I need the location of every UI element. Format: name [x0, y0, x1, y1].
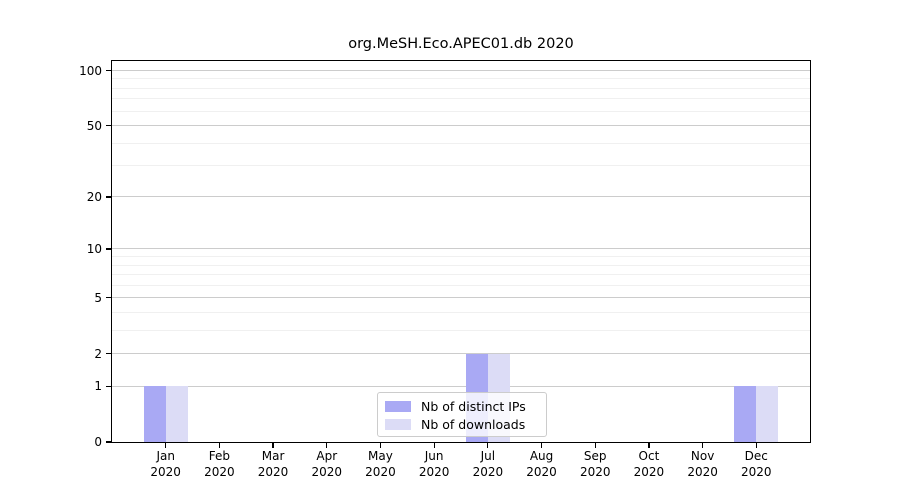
x-tick [755, 443, 757, 448]
x-tick-label: Mar 2020 [243, 449, 303, 480]
bar-distinct-ips-dec [734, 386, 757, 442]
x-tick-label: Feb 2020 [189, 449, 249, 480]
gridline-minor [112, 110, 810, 112]
y-tick [106, 69, 112, 72]
x-tick [326, 443, 328, 448]
gridline-minor [112, 98, 810, 100]
y-tick [106, 352, 112, 355]
gridline-minor [112, 274, 810, 276]
x-tick-month: Mar [261, 449, 285, 463]
legend-swatch-downloads [385, 418, 411, 430]
y-tick [106, 385, 112, 387]
gridline-minor [112, 165, 810, 167]
x-tick-year: 2020 [204, 464, 235, 479]
x-tick-year: 2020 [257, 464, 289, 479]
y-tick [106, 124, 112, 127]
x-tick [165, 443, 167, 448]
gridline-major [112, 125, 810, 126]
x-tick-month: Apr [316, 449, 338, 463]
x-tick-label: Dec 2020 [726, 449, 786, 480]
gridline-major [112, 196, 810, 198]
legend-item-downloads: Nb of downloads [378, 415, 546, 433]
y-tick-label: 2 [94, 346, 102, 361]
gridline-minor [112, 256, 810, 258]
x-tick [702, 443, 704, 448]
x-tick-label: Nov 2020 [673, 449, 733, 480]
x-tick-year: 2020 [150, 464, 181, 479]
x-tick-month: Jan [156, 449, 175, 463]
x-tick-year: 2020 [472, 464, 504, 479]
x-tick-month: Jul [480, 449, 496, 463]
chart-title: org.MeSH.Eco.APEC01.db 2020 [348, 36, 574, 52]
x-tick-month: Sep [583, 449, 607, 463]
gridline-minor [112, 264, 810, 266]
y-tick [106, 297, 112, 299]
x-tick-year: 2020 [418, 464, 450, 479]
x-tick-label: Sep 2020 [565, 449, 625, 480]
gridline-major [112, 297, 810, 299]
x-tick-month: Aug [529, 449, 554, 463]
y-tick-label: 1 [94, 379, 102, 394]
x-tick-year: 2020 [365, 464, 396, 479]
x-tick-label: Jul 2020 [458, 449, 518, 480]
y-tick-label: 10 [86, 241, 102, 256]
x-tick [379, 443, 382, 448]
y-tick-label: 5 [94, 290, 102, 305]
legend-label-distinct-ips: Nb of distinct IPs [421, 398, 526, 414]
gridline-major [112, 248, 810, 250]
legend-label-downloads: Nb of downloads [421, 416, 526, 432]
gridline-minor [112, 284, 810, 286]
x-tick-year: 2020 [579, 464, 611, 479]
bar-downloads-jan [165, 386, 188, 442]
x-tick-year: 2020 [633, 464, 665, 479]
legend: Nb of distinct IPs Nb of downloads [377, 392, 547, 437]
y-tick [106, 196, 112, 198]
plot-area: 100 50 20 10 5 2 1 0 Jan 2020 Feb 2020 Mar 2020 Apr 202… [79, 60, 811, 479]
gridline-minor [112, 142, 810, 144]
gridline-minor [112, 311, 810, 313]
y-tick [106, 248, 112, 250]
x-tick-month: Oct [638, 449, 660, 463]
x-tick [218, 443, 220, 448]
x-tick [487, 443, 489, 448]
gridline-major [112, 70, 810, 71]
x-tick-month: Feb [208, 449, 230, 463]
x-tick [272, 443, 274, 448]
legend-swatch-distinct-ips [385, 400, 411, 412]
x-tick-label: May 2020 [350, 449, 410, 480]
gridline-major [112, 385, 810, 387]
x-tick-month: Dec [744, 449, 768, 463]
x-tick-year: 2020 [311, 464, 343, 479]
y-tick [106, 441, 112, 443]
gridline-major [112, 353, 810, 355]
bar-downloads-dec [756, 386, 779, 442]
x-tick [433, 443, 435, 448]
x-tick-month: Jun [424, 449, 444, 463]
x-tick-month: May [368, 449, 393, 463]
y-tick-label: 0 [94, 435, 102, 449]
bar-distinct-ips-jan [143, 386, 166, 442]
y-tick-label: 50 [86, 118, 102, 133]
x-tick-label: Jun 2020 [404, 449, 464, 480]
x-tick-label: Aug 2020 [512, 449, 572, 480]
x-tick-year: 2020 [741, 464, 772, 479]
x-tick-year: 2020 [687, 464, 718, 479]
x-tick-label: Jan 2020 [136, 449, 196, 480]
x-tick-label: Oct 2020 [619, 449, 679, 480]
x-tick-label: Apr 2020 [297, 449, 357, 480]
x-tick [594, 443, 596, 448]
gridline-minor [112, 329, 810, 331]
gridline-minor [112, 78, 810, 80]
legend-item-distinct-ips: Nb of distinct IPs [378, 397, 546, 415]
x-tick-month: Nov [690, 449, 715, 463]
y-tick-label: 100 [79, 63, 102, 78]
x-tick [540, 443, 543, 448]
gridline-minor [112, 87, 810, 89]
x-tick [648, 443, 650, 448]
y-tick-label: 20 [86, 189, 102, 204]
x-tick-year: 2020 [526, 464, 557, 479]
